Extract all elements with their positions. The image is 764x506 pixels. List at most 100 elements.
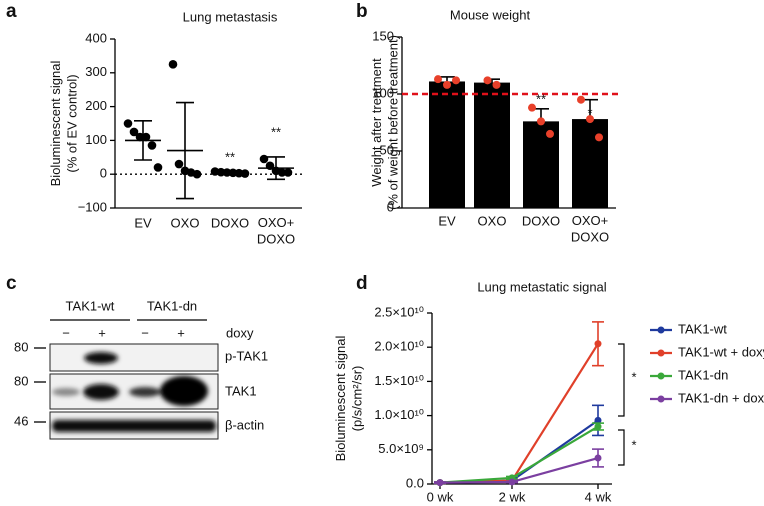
- bracket: [618, 343, 625, 417]
- data-point: [528, 103, 536, 112]
- significance: **: [536, 91, 546, 106]
- data-point: [174, 159, 184, 169]
- y-tick-label: 50: [380, 142, 394, 157]
- data-point: [546, 129, 554, 138]
- y-axis-label: Bioluminescent signal(p/s/cm²/sr): [333, 336, 364, 462]
- panel-letter: d: [356, 273, 368, 294]
- treatment-label: doxy: [226, 325, 254, 340]
- x-tick-label: OXO+ DOXO: [571, 213, 609, 244]
- y-tick-label: 5.0×10⁹: [378, 441, 424, 456]
- group-label: TAK1-wt: [66, 298, 115, 313]
- data-point: [141, 132, 151, 142]
- y-tick-label: 0.0: [406, 475, 424, 490]
- data-point: [492, 80, 501, 89]
- x-tick-label: 4 wk: [585, 489, 612, 504]
- legend-label: TAK1-wt: [678, 321, 727, 336]
- data-point: [153, 163, 163, 172]
- panel-letter: c: [6, 273, 17, 294]
- y-axis-label: Weight after treatment(% of weight befor…: [369, 35, 400, 210]
- data-point: [147, 141, 157, 150]
- bar: [429, 81, 465, 208]
- significance: *: [587, 105, 592, 120]
- row-label: TAK1: [225, 383, 257, 398]
- x-tick-label: EV: [438, 213, 456, 228]
- legend-label: TAK1-wt + doxy: [678, 344, 764, 359]
- data-point: [192, 169, 202, 179]
- bar: [474, 82, 510, 208]
- significance: **: [225, 149, 235, 164]
- bracket: [618, 429, 625, 466]
- group-label: TAK1-dn: [147, 298, 197, 313]
- data-point: [129, 127, 139, 137]
- series-line: [439, 425, 599, 484]
- data-point: [443, 80, 451, 89]
- treatment-sign: +: [177, 325, 185, 340]
- series-marker: [594, 340, 602, 348]
- y-tick-label: 100: [372, 85, 394, 100]
- x-tick-label: 0 wk: [427, 489, 454, 504]
- series-line: [439, 343, 599, 484]
- bands: [52, 352, 216, 432]
- panel-letter: a: [6, 1, 17, 22]
- chart-title: Lung metastasis: [183, 9, 278, 24]
- x-tick-label: DOXO: [522, 213, 560, 228]
- series-marker: [594, 454, 602, 462]
- legend-label: TAK1-dn + doxy: [678, 390, 764, 405]
- x-tick-label: DOXO: [211, 215, 249, 230]
- y-tick-label: 300: [85, 64, 107, 79]
- data-point: [586, 115, 594, 124]
- legend-marker: [657, 395, 665, 403]
- legend-label: TAK1-dn: [678, 367, 728, 382]
- blot: TAK1-wt TAK1-dn − + − + doxy p-TAK1 TAK1…: [14, 298, 268, 440]
- data-point: [259, 154, 269, 164]
- x-tick-label: EV: [134, 215, 152, 230]
- y-axis-label: Bioluminescent signal(% of EV control): [48, 61, 79, 187]
- blot-row: [49, 343, 219, 372]
- y-tick-label: 200: [85, 98, 107, 113]
- y-tick-label: 0: [387, 199, 394, 214]
- treatment-sign: −: [141, 325, 149, 340]
- legend-marker: [657, 349, 665, 357]
- y-tick-label: 1.0×10¹⁰: [374, 407, 424, 422]
- data-point: [595, 133, 603, 142]
- data-point: [483, 76, 492, 85]
- data-point: [537, 117, 545, 126]
- x-tick-label: OXO: [171, 215, 200, 230]
- y-tick-label: 400: [85, 30, 107, 45]
- legend-marker: [657, 326, 665, 334]
- y-tick-label: 100: [85, 132, 107, 147]
- panel-letter: b: [356, 1, 368, 22]
- y-tick-label: 2.5×10¹⁰: [374, 304, 424, 319]
- data-point: [135, 132, 145, 142]
- x-tick-label: 2 wk: [499, 489, 526, 504]
- data-point: [277, 168, 287, 177]
- y-tick-label: 150: [372, 28, 394, 43]
- bar: [572, 119, 608, 208]
- x-tick-label: OXO+ DOXO: [257, 215, 295, 246]
- treatment-sign: −: [62, 325, 70, 340]
- y-tick-label: 1.5×10¹⁰: [374, 373, 424, 388]
- y-tick-label: 2.0×10¹⁰: [374, 339, 424, 354]
- y-tick-label: −100: [78, 199, 107, 214]
- series-marker: [594, 423, 602, 431]
- x-tick-label: OXO: [478, 213, 507, 228]
- data-point: [434, 75, 442, 84]
- data-point: [283, 168, 293, 177]
- chart-title: Lung metastatic signal: [477, 279, 606, 294]
- data-point: [240, 169, 250, 178]
- data-point: [168, 60, 178, 69]
- marker-label: 80: [14, 339, 28, 354]
- legend-marker: [657, 372, 665, 380]
- series-marker: [508, 478, 516, 486]
- significance: *: [631, 437, 636, 452]
- data-point: [577, 95, 585, 104]
- row-label: β-actin: [225, 417, 264, 432]
- treatment-sign: +: [98, 325, 106, 340]
- data-point: [452, 76, 460, 85]
- series-marker: [436, 479, 444, 487]
- significance: **: [271, 124, 281, 139]
- significance: *: [631, 369, 636, 384]
- chart-title: Mouse weight: [450, 7, 531, 22]
- row-label: p-TAK1: [225, 348, 268, 363]
